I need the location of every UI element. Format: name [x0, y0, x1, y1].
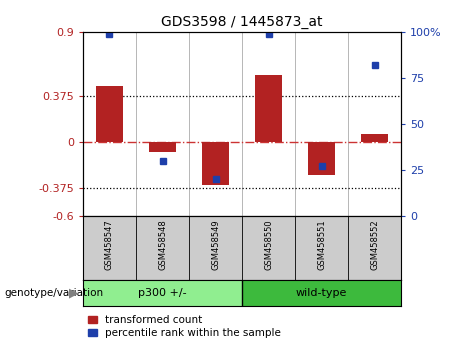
- Bar: [308, 142, 335, 176]
- Text: GSM458549: GSM458549: [211, 219, 220, 270]
- Bar: [202, 142, 229, 185]
- Text: genotype/variation: genotype/variation: [5, 288, 104, 298]
- Bar: [149, 142, 176, 152]
- Bar: [242, 280, 401, 306]
- Legend: transformed count, percentile rank within the sample: transformed count, percentile rank withi…: [88, 315, 281, 338]
- Text: GSM458547: GSM458547: [105, 219, 114, 270]
- Text: GSM458552: GSM458552: [370, 219, 379, 270]
- Bar: [255, 75, 282, 142]
- Text: GSM458548: GSM458548: [158, 219, 167, 270]
- Text: GSM458550: GSM458550: [264, 219, 273, 270]
- Text: GSM458551: GSM458551: [317, 219, 326, 270]
- Title: GDS3598 / 1445873_at: GDS3598 / 1445873_at: [161, 16, 323, 29]
- Bar: [96, 86, 123, 142]
- Text: p300 +/-: p300 +/-: [138, 288, 187, 298]
- Bar: [361, 134, 388, 142]
- Text: ▶: ▶: [69, 286, 78, 299]
- Text: wild-type: wild-type: [296, 288, 347, 298]
